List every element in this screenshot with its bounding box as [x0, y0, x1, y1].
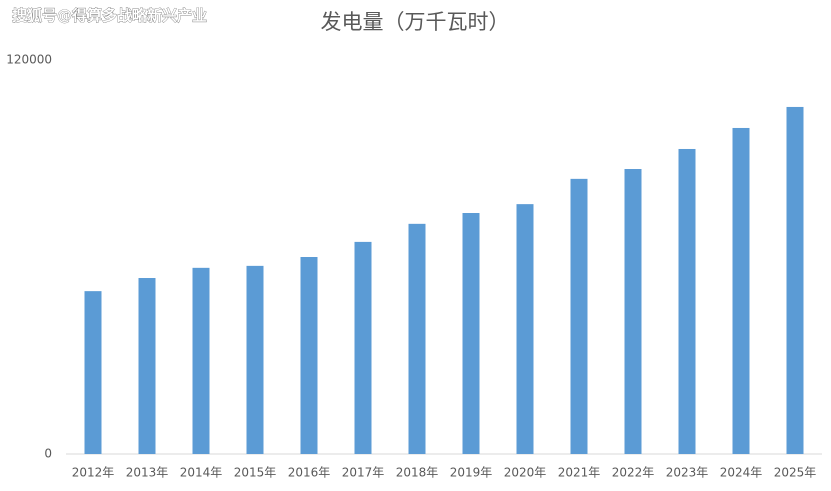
- x-tick-label: 2012年: [72, 466, 115, 480]
- x-tick-label: 2023年: [666, 466, 709, 480]
- x-tick-label: 2019年: [450, 466, 493, 480]
- bar: [732, 127, 750, 454]
- bar: [570, 178, 588, 454]
- x-tick-label: 2014年: [180, 466, 223, 480]
- bar: [786, 106, 804, 455]
- watermark: 搜狐号@得算多战略新兴产业: [12, 7, 207, 25]
- x-tick-label: 2016年: [288, 466, 331, 480]
- x-tick-label: 2015年: [234, 466, 277, 480]
- x-tick-label: 2018年: [396, 466, 439, 480]
- bar: [246, 265, 264, 454]
- bar: [300, 257, 318, 454]
- bar: [516, 204, 534, 454]
- chart-title: 发电量（万千瓦时）: [321, 10, 510, 34]
- x-tick-label: 2022年: [612, 466, 655, 480]
- bar: [624, 169, 642, 455]
- bar: [138, 278, 156, 454]
- bar: [408, 223, 426, 454]
- y-tick-label: 0: [44, 447, 52, 461]
- x-tick-label: 2025年: [774, 466, 817, 480]
- x-tick-label: 2024年: [720, 466, 763, 480]
- bar: [678, 148, 696, 454]
- bar: [84, 291, 102, 454]
- x-tick-label: 2017年: [342, 466, 385, 480]
- y-tick-label: 120000: [6, 53, 52, 67]
- x-tick-label: 2013年: [126, 466, 169, 480]
- bar: [192, 267, 210, 454]
- bar: [462, 213, 480, 454]
- x-tick-label: 2021年: [558, 466, 601, 480]
- bar: [354, 241, 372, 454]
- x-tick-label: 2020年: [504, 466, 547, 480]
